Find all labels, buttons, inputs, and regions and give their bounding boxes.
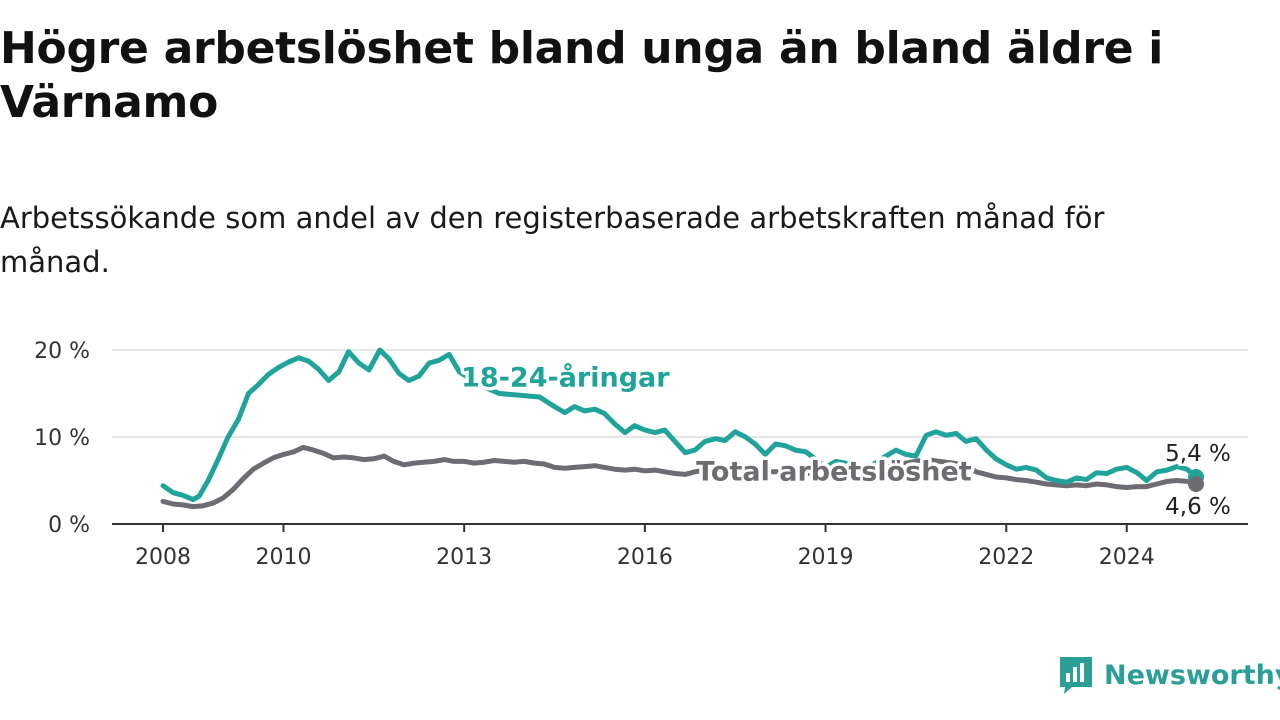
- series-label-young: 18-24-åringar: [461, 362, 670, 394]
- series-labels: 18-24-åringar Total arbetslöshet: [458, 358, 976, 491]
- x-tick-label: 2019: [798, 545, 854, 570]
- x-tick-label: 2008: [135, 545, 191, 570]
- x-tick-label: 2016: [617, 545, 673, 570]
- y-tick-label: 20 %: [34, 339, 90, 364]
- x-tick-label: 2010: [255, 545, 311, 570]
- x-tick-label: 2013: [436, 545, 492, 570]
- series-line-total: [160, 444, 1199, 510]
- chart-title: Högre arbetslöshet bland unga än bland ä…: [0, 23, 1164, 128]
- series-lines: [160, 347, 1199, 510]
- end-markers: 5,4 % 4,6 %: [1163, 439, 1234, 523]
- end-marker-total: [1188, 475, 1204, 492]
- y-axis: 0 % 10 % 20 %: [34, 339, 90, 538]
- grid-lines: [112, 349, 1248, 438]
- x-tick-label: 2024: [1099, 545, 1155, 570]
- x-axis: 2008 2010 2013 2016 2019 2022 2024: [112, 523, 1248, 570]
- end-label-young: 5,4 %: [1165, 441, 1231, 467]
- newsworthy-logo[interactable]: Newsworthy: [1058, 654, 1280, 696]
- series-line-young: [160, 347, 1199, 503]
- logo-text: Newsworthy: [1104, 659, 1280, 691]
- x-tick-label: 2022: [978, 545, 1034, 570]
- end-label-total: 4,6 %: [1165, 494, 1231, 520]
- chart-subtitle: Arbetssökande som andel av den registerb…: [0, 201, 1105, 279]
- series-label-total: Total arbetslöshet: [696, 457, 972, 488]
- y-tick-label: 0 %: [48, 513, 90, 538]
- y-tick-label: 10 %: [34, 426, 90, 451]
- bar-chart-speech-bubble-icon: [1060, 657, 1092, 694]
